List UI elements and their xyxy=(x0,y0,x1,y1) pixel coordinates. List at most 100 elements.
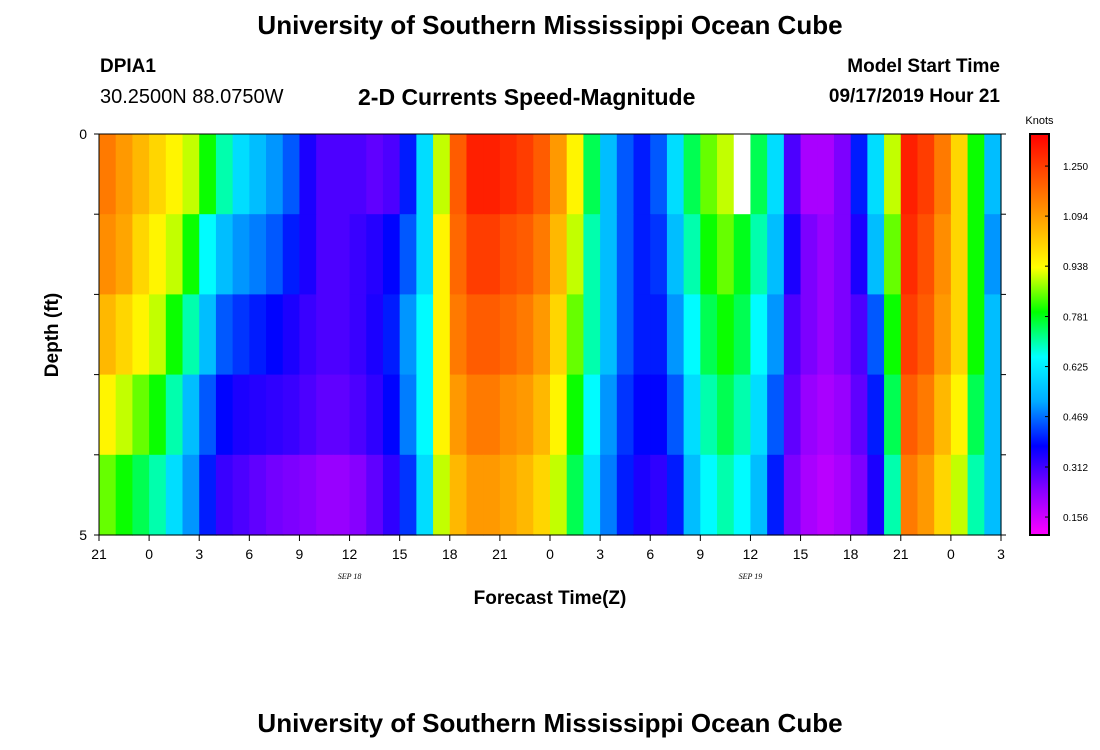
heatmap-cell xyxy=(99,214,117,295)
heatmap-cell xyxy=(99,294,117,376)
heatmap-cell xyxy=(132,214,150,295)
heatmap-cell xyxy=(984,294,1002,376)
heatmap-cell xyxy=(950,134,969,215)
model-start-value: 09/17/2019 Hour 21 xyxy=(828,86,1000,107)
heatmap-cell xyxy=(783,134,802,215)
heatmap-cell xyxy=(867,294,885,376)
heatmap-cell xyxy=(182,214,200,295)
heatmap-cell xyxy=(299,374,317,456)
heatmap-cell xyxy=(817,214,835,295)
heatmap-cell xyxy=(332,294,351,376)
heatmap-cell xyxy=(600,454,618,536)
heatmap-cell xyxy=(282,294,301,376)
heatmap-cell xyxy=(115,294,133,376)
heatmap-cell xyxy=(215,134,234,215)
heatmap-cell xyxy=(533,294,551,376)
heatmap-cell xyxy=(399,214,417,295)
heatmap-cell xyxy=(149,294,167,376)
heatmap-cell xyxy=(700,214,718,295)
heatmap-cell xyxy=(399,134,417,215)
heatmap-cell xyxy=(967,454,985,536)
x-axis-label: Forecast Time(Z) xyxy=(474,588,627,609)
heatmap-cell xyxy=(266,134,284,215)
heatmap-cell xyxy=(466,454,484,536)
heatmap-cell xyxy=(900,294,919,376)
heatmap-cell xyxy=(382,294,401,376)
page-title: University of Southern Mississippi Ocean… xyxy=(257,10,843,40)
heatmap-cell xyxy=(199,134,217,215)
heatmap-cell xyxy=(550,134,568,215)
heatmap-cell xyxy=(633,214,651,295)
heatmap-cell xyxy=(399,454,417,536)
heatmap-cell xyxy=(483,454,501,536)
heatmap-cell xyxy=(199,294,217,376)
heatmap-cell xyxy=(566,134,584,215)
heatmap-cell xyxy=(282,454,301,536)
heatmap-cell xyxy=(449,134,468,215)
heatmap-cell xyxy=(583,374,601,456)
heatmap-cell xyxy=(516,134,534,215)
heatmap-cell xyxy=(349,454,367,536)
heatmap-cell xyxy=(366,374,384,456)
colorbar-gradient xyxy=(1029,133,1050,536)
colorbar: Knots 1.250 1.094 0.938 0.781 0.625 0.469 0.312… xyxy=(1025,115,1088,536)
heatmap-cell xyxy=(616,374,635,456)
heatmap-cell xyxy=(867,454,885,536)
heatmap-cell xyxy=(600,374,618,456)
heatmap-cell xyxy=(266,214,284,295)
heatmap-cell xyxy=(800,454,818,536)
heatmap-cell xyxy=(266,374,284,456)
heatmap-cell xyxy=(867,214,885,295)
heatmap-cell xyxy=(499,134,518,215)
heatmap-cell xyxy=(566,214,584,295)
heatmap-cell xyxy=(433,374,451,456)
heatmap-cell xyxy=(583,214,601,295)
heatmap-cell xyxy=(750,374,768,456)
heatmap-cell xyxy=(700,134,718,215)
heatmap-cell xyxy=(683,134,701,215)
heatmap-cell xyxy=(382,374,401,456)
heatmap-cell xyxy=(499,454,518,536)
heatmap-cell xyxy=(683,374,701,456)
heatmap-cell xyxy=(165,374,184,456)
heatmap-cell xyxy=(733,454,752,536)
heatmap-cell xyxy=(232,214,250,295)
heatmap-cell xyxy=(533,134,551,215)
heatmap-cell xyxy=(666,134,685,215)
heatmap-cell xyxy=(683,214,701,295)
heatmap-cell xyxy=(366,134,384,215)
heatmap-cell xyxy=(165,294,184,376)
heatmap-cell xyxy=(717,214,735,295)
heatmap-cell xyxy=(767,374,785,456)
heatmap-cell xyxy=(700,294,718,376)
heatmap-cell xyxy=(817,294,835,376)
heatmap-cell xyxy=(783,454,802,536)
colorbar-unit: Knots xyxy=(1025,115,1054,127)
x-tick-label: 18 xyxy=(843,546,859,562)
heatmap-cell xyxy=(433,134,451,215)
heatmap-cell xyxy=(884,294,902,376)
heatmap-cell xyxy=(850,214,868,295)
heatmap-cell xyxy=(349,294,367,376)
heatmap-cell xyxy=(165,454,184,536)
heatmap-cell xyxy=(650,454,668,536)
date-label: SEP 19 xyxy=(739,572,763,581)
heatmap-cell xyxy=(767,294,785,376)
colorbar-tick-label: 0.625 xyxy=(1063,363,1088,374)
y-tick-label: 0 xyxy=(79,126,87,142)
colorbar-tick-label: 0.938 xyxy=(1063,262,1088,273)
heatmap-cell xyxy=(850,454,868,536)
heatmap-cell xyxy=(717,134,735,215)
station-id: DPIA1 xyxy=(100,56,156,77)
x-tick-label: 15 xyxy=(793,546,809,562)
heatmap-cell xyxy=(115,134,133,215)
heatmap-cell xyxy=(783,374,802,456)
heatmap-cell xyxy=(616,294,635,376)
heatmap-cell xyxy=(583,454,601,536)
heatmap-cell xyxy=(115,454,133,536)
heatmap-cell xyxy=(967,374,985,456)
heatmap-cell xyxy=(416,374,434,456)
heatmap-cell xyxy=(316,214,334,295)
heatmap-cell xyxy=(600,134,618,215)
